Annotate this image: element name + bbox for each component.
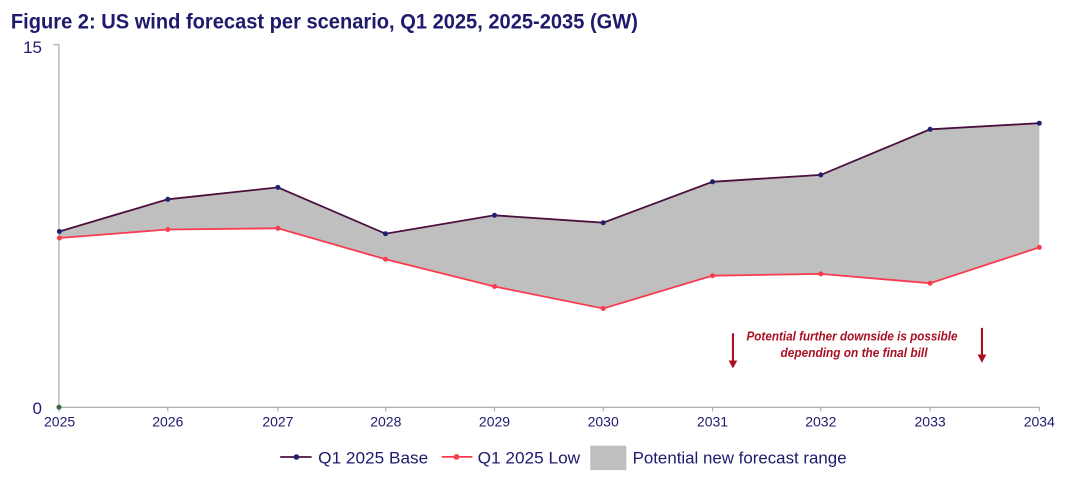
svg-text:2030: 2030 — [588, 414, 619, 430]
svg-text:15: 15 — [23, 38, 42, 57]
svg-text:Potential further downside is: Potential further downside is possible — [747, 328, 958, 343]
svg-text:2034: 2034 — [1024, 414, 1055, 430]
svg-text:2027: 2027 — [262, 414, 293, 430]
svg-text:Q1 2025 Base: Q1 2025 Base — [318, 449, 428, 467]
svg-text:Q1 2025 Low: Q1 2025 Low — [478, 449, 581, 467]
svg-text:2026: 2026 — [152, 414, 183, 430]
svg-text:0: 0 — [33, 399, 42, 418]
svg-text:2031: 2031 — [697, 414, 728, 430]
svg-text:2033: 2033 — [915, 414, 946, 430]
svg-text:depending on the final bill: depending on the final bill — [781, 345, 928, 360]
svg-text:2032: 2032 — [805, 414, 836, 430]
svg-text:Figure 2: US wind forecast per: Figure 2: US wind forecast per scenario,… — [11, 11, 638, 34]
svg-text:2025: 2025 — [44, 414, 75, 430]
svg-text:Potential new forecast range: Potential new forecast range — [633, 449, 847, 467]
svg-text:2029: 2029 — [479, 414, 510, 430]
svg-text:2028: 2028 — [370, 414, 401, 430]
